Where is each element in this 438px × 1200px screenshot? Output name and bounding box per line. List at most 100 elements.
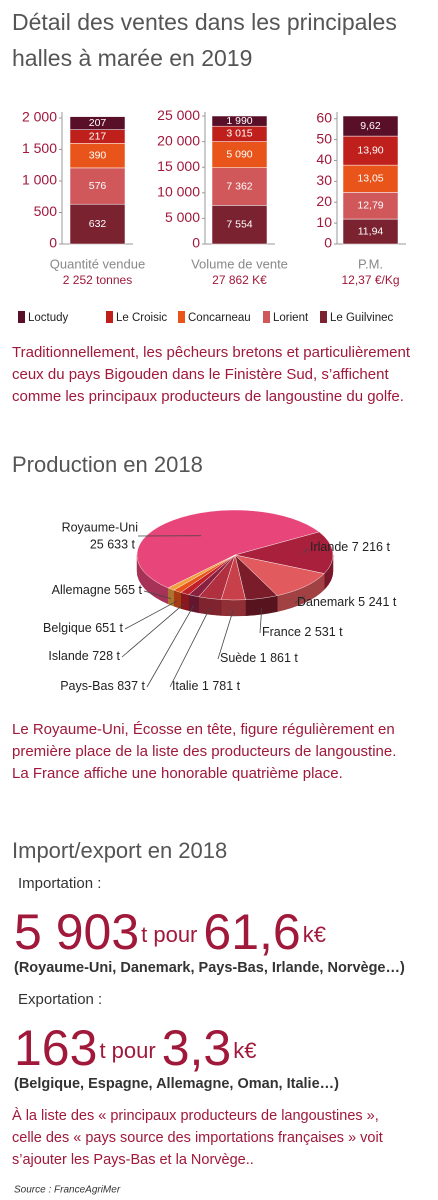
pie-slice	[167, 554, 236, 591]
unit: t pour	[99, 1038, 155, 1063]
total-label: 2 252 tonnes	[63, 273, 132, 287]
pie-label: Pays-Bas 837 t	[60, 679, 145, 693]
pie-side	[188, 594, 199, 614]
legend-label: Concarneau	[188, 312, 251, 324]
unit: t pour	[141, 922, 197, 947]
y-tick-label: 50	[316, 130, 332, 146]
value-label: 11,94	[358, 225, 384, 237]
value-label: 3 015	[226, 128, 252, 140]
countries: (Belgique, Espagne, Allemagne, Oman, Ita…	[14, 1076, 339, 1092]
pie-category: Belgique	[43, 621, 92, 635]
pie-category: Danemark	[297, 595, 355, 609]
legend-label: Le Guilvinec	[330, 312, 394, 324]
section-title: Production en 2018	[12, 452, 203, 477]
pie-label: Islande 728 t	[48, 649, 120, 663]
y-tick-label: 1 500	[22, 140, 57, 156]
leader-line	[146, 605, 195, 688]
paragraph-line: comme les principaux producteurs de lang…	[12, 388, 404, 405]
pie-label: Italie 1 781 t	[172, 679, 241, 693]
pie-value: 5 241 t	[358, 595, 397, 609]
bar-segment	[211, 115, 268, 127]
legend-swatch	[263, 311, 270, 323]
y-tick-label: 25 000	[157, 107, 200, 123]
y-tick-label: 1 000	[22, 172, 57, 188]
legend-swatch	[320, 311, 327, 323]
pie-slice	[136, 509, 320, 589]
value-label: 390	[89, 149, 107, 161]
pie-value: 728 t	[92, 649, 120, 663]
countries: (Royaume-Uni, Danemark, Pays-Bas, Irland…	[14, 960, 405, 976]
pie-label: Belgique 651 t	[43, 621, 123, 635]
paragraph-line: celle des « pays source des importations…	[12, 1130, 383, 1146]
y-tick-label: 500	[34, 203, 58, 219]
pie-category: Islande	[48, 649, 88, 663]
amount: 3,3	[162, 1020, 232, 1076]
legend-swatch	[178, 311, 185, 323]
y-tick-label: 60	[316, 109, 332, 125]
y-tick-label: 15 000	[157, 158, 200, 174]
pie-category: France	[262, 625, 301, 639]
x-label: Quantité vendue	[50, 256, 145, 271]
y-tick-label: 0	[192, 235, 200, 251]
pie-category: Allemagne	[52, 583, 111, 597]
pie-value: 837 t	[117, 679, 145, 693]
block-label: Importation :	[18, 875, 101, 892]
pie-value: 1 861 t	[260, 651, 299, 665]
y-tick-label: 40	[316, 151, 332, 167]
quantity: 163	[14, 1020, 97, 1076]
value-label: 632	[89, 218, 107, 230]
quantity: 5 903	[14, 904, 139, 960]
value-label: 1 990	[226, 115, 252, 127]
bar-segment	[342, 218, 399, 245]
value-label: 217	[89, 130, 107, 142]
block-label: Exportation :	[18, 991, 102, 1008]
paragraph-line: La France affiche une honorable quatrièm…	[12, 765, 343, 782]
big-figure: 5 903t pour 61,6k€	[14, 904, 326, 960]
big-figure: 163t pour 3,3k€	[14, 1020, 256, 1076]
pie-side	[220, 599, 246, 617]
leader-line	[169, 607, 211, 688]
currency: k€	[303, 922, 326, 947]
x-label: Volume de vente	[191, 256, 288, 271]
bar-segment	[342, 115, 399, 137]
total-label: 12,37 €/Kg	[341, 273, 399, 287]
leader-line	[294, 595, 306, 604]
leader-line	[124, 600, 178, 630]
bar-segment	[211, 205, 268, 245]
bar-segment	[69, 143, 126, 169]
section-title: Import/export en 2018	[12, 838, 227, 863]
y-tick-label: 20 000	[157, 132, 200, 148]
pie-label: Danemark 5 241 t	[297, 595, 397, 609]
leader-line	[143, 590, 172, 600]
pie-side	[198, 596, 222, 616]
source: Source : FranceAgriMer	[14, 1185, 121, 1196]
page-title: Détail des ventes dans les principales	[12, 9, 397, 35]
value-label: 7 554	[226, 218, 252, 230]
bar-segment	[211, 141, 268, 168]
paragraph-line: ceux du pays Bigouden dans le Finistère …	[12, 366, 389, 383]
pie-slice	[234, 531, 334, 574]
paragraph-line: première place de la liste des producteu…	[12, 743, 396, 760]
bar-segment	[211, 167, 268, 206]
pie-category: Italie	[172, 679, 198, 693]
bar-segment	[69, 167, 126, 205]
value-label: 576	[89, 180, 107, 192]
x-label: P.M.	[358, 256, 383, 271]
currency: k€	[233, 1038, 256, 1063]
legend-label: Lorient	[273, 312, 309, 324]
pie-value: 2 531 t	[304, 625, 343, 639]
value-label: 207	[89, 117, 107, 129]
y-tick-label: 5 000	[165, 209, 200, 225]
paragraph-line: Traditionnellement, les pêcheurs bretons…	[12, 344, 411, 361]
paragraph-line: À la liste des « principaux producteurs …	[12, 1107, 379, 1124]
pie-value-label: 25 633 t	[90, 537, 136, 551]
value-label: 13,90	[357, 144, 383, 156]
y-tick-label: 0	[49, 235, 57, 251]
pie-label: France 2 531 t	[262, 625, 343, 639]
legend-swatch	[106, 311, 113, 323]
leader-line	[217, 609, 234, 660]
bar-segment	[342, 192, 399, 220]
pie-category: Irlande	[310, 540, 348, 554]
legend-swatch	[18, 311, 25, 323]
